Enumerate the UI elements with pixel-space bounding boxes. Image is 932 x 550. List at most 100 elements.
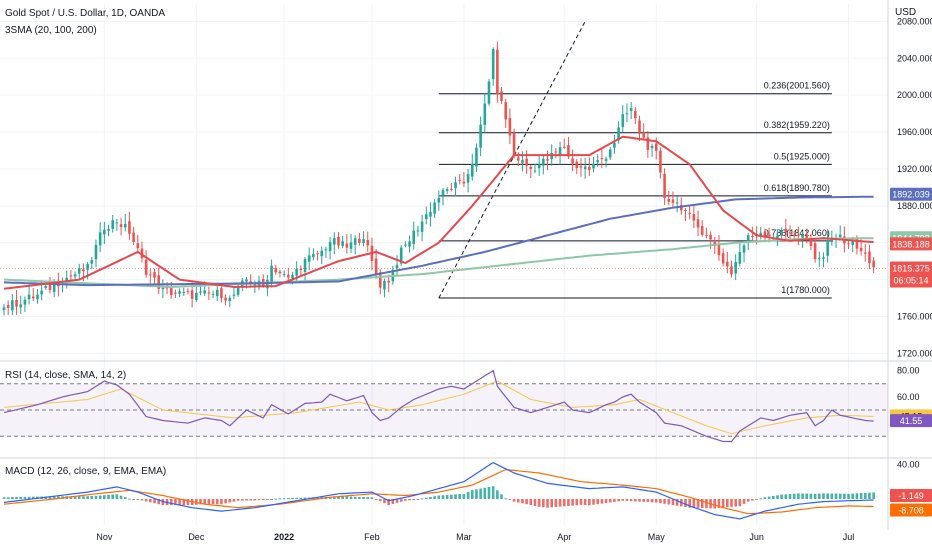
- candle-body: [537, 164, 541, 169]
- macd-histogram-bar: [73, 496, 77, 499]
- candle-body: [111, 220, 115, 229]
- x-tick-label: Jun: [749, 532, 764, 542]
- candle-body: [11, 300, 14, 311]
- macd-histogram-bar: [328, 496, 332, 499]
- macd-histogram-bar: [249, 499, 252, 501]
- macd-histogram-bar: [303, 497, 307, 499]
- macd-title[interactable]: MACD (12, 26, close, 9, EMA, EMA): [5, 466, 167, 477]
- macd-histogram-bar: [353, 496, 357, 499]
- macd-histogram-bar: [245, 499, 248, 501]
- candle-body: [307, 255, 311, 262]
- candle-body: [868, 251, 871, 264]
- x-tick-label: May: [648, 532, 666, 542]
- price-tag-bg: [890, 414, 932, 428]
- macd-histogram-bar: [316, 497, 319, 499]
- candle-body: [450, 188, 453, 190]
- macd-histogram-bar: [207, 499, 211, 505]
- macd-histogram-bar: [525, 499, 528, 505]
- macd-histogram-bar: [600, 499, 604, 504]
- candle-body: [583, 166, 587, 170]
- candle-body: [349, 242, 353, 249]
- candle-body: [742, 245, 746, 253]
- price-tag: 1815.375 06:05:14: [890, 261, 932, 288]
- grid: [0, 0, 932, 530]
- candle-body: [161, 287, 165, 290]
- candle-body: [132, 232, 135, 242]
- candle-body: [730, 266, 733, 275]
- candle-body: [236, 286, 240, 295]
- price-tag-sublabel: 06:05:14: [893, 276, 928, 286]
- candle-body: [195, 292, 198, 301]
- candle-body: [374, 258, 378, 275]
- fib-level-label: 1(1780.000): [781, 285, 830, 295]
- candle-body: [245, 279, 248, 282]
- macd-histogram-bar: [634, 499, 637, 502]
- currency-label: USD: [895, 7, 917, 18]
- macd-histogram-bar: [763, 497, 767, 499]
- macd-histogram-bar: [153, 499, 156, 504]
- candle-body: [295, 268, 298, 276]
- macd-histogram-bar: [299, 497, 303, 499]
- candle-body: [228, 297, 232, 302]
- candle-body: [144, 259, 148, 275]
- candle-body: [383, 280, 386, 290]
- candle-body: [475, 147, 478, 167]
- macd-histogram-bar: [266, 499, 269, 500]
- macd-histogram-bar: [726, 499, 729, 508]
- candle-body: [316, 253, 319, 255]
- candle-body: [822, 257, 825, 259]
- candle-body: [211, 294, 215, 296]
- macd-histogram-bar: [717, 499, 721, 508]
- candle-body: [491, 49, 495, 80]
- candle-body: [617, 127, 620, 141]
- candle-body: [429, 211, 432, 217]
- macd-histogram-bar: [458, 494, 462, 499]
- macd-histogram-bar: [98, 495, 102, 499]
- price-tag-label: 1815.375: [892, 264, 930, 274]
- candle-body: [709, 234, 712, 240]
- candle-body: [462, 181, 466, 184]
- candle-body: [521, 159, 524, 164]
- candle-body: [801, 234, 804, 238]
- macd-histogram-bar: [270, 499, 273, 500]
- macd-histogram-bar: [149, 499, 152, 503]
- candle-body: [412, 230, 416, 244]
- candle-body: [667, 198, 671, 202]
- price-tag: 1892.039: [890, 187, 932, 201]
- macd-histogram-bar: [696, 499, 700, 508]
- macd-histogram-bar: [420, 498, 424, 500]
- macd-histogram-bar: [282, 498, 286, 500]
- candle-body: [508, 118, 512, 136]
- candle-body: [596, 160, 599, 163]
- price-tag-bg: [890, 261, 932, 288]
- macd-histogram-bar: [90, 496, 94, 499]
- macd-histogram-bar: [412, 499, 416, 500]
- macd-histogram-bar: [466, 491, 470, 499]
- rsi-title[interactable]: RSI (14, close, SMA, 14, 2): [5, 370, 127, 381]
- macd-histogram-bar: [746, 499, 750, 502]
- macd-histogram-bar: [203, 499, 206, 504]
- macd-histogram-bar: [169, 499, 173, 506]
- macd-histogram-bar: [797, 493, 800, 499]
- candle-body: [776, 235, 779, 240]
- fib-level-label: 0.5(1925.000): [774, 151, 830, 161]
- candle-body: [337, 236, 340, 246]
- candle-body: [107, 228, 110, 231]
- candle-body: [826, 240, 829, 256]
- indicator-label[interactable]: 3SMA (20, 100, 200): [5, 25, 97, 36]
- macd-histogram-bar: [788, 494, 792, 499]
- macd-histogram-bar: [387, 499, 390, 506]
- macd-histogram-bar: [688, 499, 691, 508]
- macd-histogram-bar: [23, 496, 27, 499]
- macd-histogram-bar: [15, 497, 18, 499]
- macd-histogram-bar: [512, 499, 516, 502]
- candle-body: [466, 174, 470, 183]
- macd-histogram-bar: [642, 499, 645, 502]
- macd-histogram-bar: [57, 496, 60, 499]
- macd-histogram-bar: [608, 499, 612, 503]
- candle-body: [746, 235, 750, 243]
- macd-histogram-bar: [257, 499, 261, 501]
- macd-histogram-bar: [2, 497, 6, 499]
- candle-body: [838, 234, 842, 238]
